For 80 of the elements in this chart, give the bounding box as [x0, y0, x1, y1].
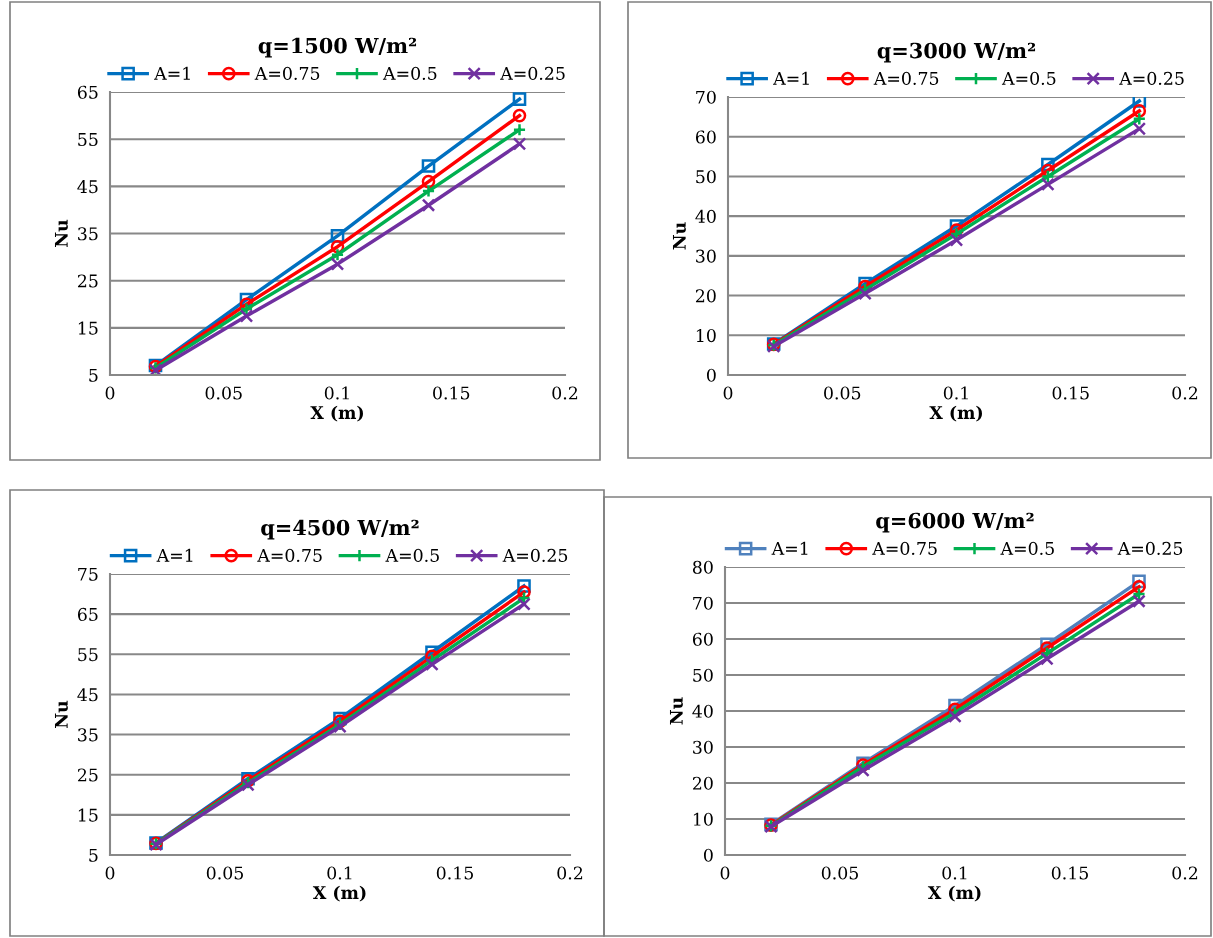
- legend-label: A=0.25: [1119, 71, 1184, 85]
- y-tick-label: 50: [693, 668, 713, 682]
- legend-label: A=1: [771, 541, 808, 555]
- legend-label: A=0.5: [385, 548, 439, 562]
- y-tick-label: 30: [696, 249, 716, 263]
- y-tick-label: 0: [703, 848, 713, 862]
- y-tick-label: 5: [89, 848, 98, 862]
- legend-label: A=1: [154, 66, 190, 80]
- x-tick-label: 0.15: [433, 386, 470, 400]
- legend-label: A=0.5: [1001, 71, 1056, 85]
- x-tick-label: 0.2: [1172, 386, 1198, 400]
- y-tick-label: 45: [77, 180, 98, 194]
- y-tick-label: 45: [77, 688, 98, 702]
- y-axis-title: Nu: [669, 697, 683, 725]
- x-tick-label: 0: [720, 866, 730, 880]
- y-axis-title: Nu: [54, 219, 68, 247]
- y-tick-label: 15: [78, 321, 98, 335]
- y-tick-label: 25: [77, 274, 98, 288]
- y-tick-label: 80: [692, 560, 713, 574]
- x-tick-label: 0: [723, 386, 733, 400]
- y-tick-label: 20: [692, 776, 713, 790]
- legend-label: A=0.25: [502, 548, 568, 562]
- x-tick-label: 0.1: [943, 386, 968, 400]
- x-axis-title: X (m): [312, 885, 366, 902]
- x-tick-label: 0.2: [557, 866, 583, 880]
- x-tick-label: 0.05: [206, 866, 243, 880]
- legend-label: A=0.75: [257, 548, 322, 562]
- y-tick-label: 60: [692, 632, 713, 646]
- x-tick-label: 0.15: [436, 866, 473, 880]
- chart-title: q=1500 W/m²: [258, 37, 417, 58]
- y-tick-label: 35: [78, 227, 98, 241]
- x-axis-title: X (m): [927, 885, 981, 902]
- y-tick-label: 10: [696, 329, 716, 343]
- y-tick-label: 55: [78, 648, 98, 662]
- y-tick-label: 20: [695, 289, 716, 303]
- y-axis-title: Nu: [54, 700, 68, 728]
- x-tick-label: 0.15: [1052, 386, 1089, 400]
- legend-label: A=1: [156, 548, 193, 562]
- y-tick-label: 70: [693, 596, 713, 610]
- y-tick-label: 10: [693, 812, 713, 826]
- legend-label: A=0.75: [873, 71, 939, 85]
- y-tick-label: 65: [77, 607, 98, 621]
- x-tick-label: 0: [105, 866, 115, 880]
- y-tick-label: 15: [78, 808, 98, 822]
- y-tick-label: 55: [78, 133, 98, 147]
- legend-label: A=0.5: [1000, 541, 1054, 555]
- x-tick-label: 0.15: [1051, 866, 1088, 880]
- legend-label: A=0.5: [382, 66, 437, 80]
- x-axis-title: X (m): [929, 405, 982, 422]
- chart-title: q=6000 W/m²: [876, 512, 1034, 533]
- y-tick-label: 70: [696, 90, 716, 104]
- y-tick-label: 40: [692, 704, 713, 718]
- y-tick-label: 50: [696, 170, 716, 184]
- y-tick-label: 25: [77, 768, 98, 782]
- x-tick-label: 0.1: [324, 386, 349, 400]
- y-tick-label: 60: [695, 130, 716, 144]
- y-tick-label: 40: [695, 209, 716, 223]
- x-tick-label: 0.1: [942, 866, 967, 880]
- x-tick-label: 0.05: [824, 386, 861, 400]
- legend-label: A=0.25: [500, 66, 565, 80]
- y-tick-label: 5: [89, 368, 98, 382]
- x-tick-label: 0.2: [1172, 866, 1198, 880]
- legend-label: A=1: [773, 71, 809, 85]
- x-tick-label: 0.05: [205, 386, 242, 400]
- legend-label: A=0.75: [872, 541, 937, 555]
- x-axis-title: X (m): [310, 405, 363, 422]
- y-tick-label: 75: [78, 567, 98, 581]
- y-axis-title: Nu: [672, 222, 686, 250]
- x-tick-label: 0.05: [821, 866, 858, 880]
- x-tick-label: 0.1: [327, 866, 352, 880]
- legend-label: A=0.75: [254, 66, 320, 80]
- x-tick-label: 0.2: [552, 386, 578, 400]
- chart-title: q=4500 W/m²: [261, 519, 419, 540]
- chart-title: q=3000 W/m²: [877, 42, 1036, 63]
- legend-label: A=0.25: [1117, 541, 1183, 555]
- y-tick-label: 30: [693, 740, 713, 754]
- y-tick-label: 0: [706, 368, 716, 382]
- y-tick-label: 65: [77, 85, 98, 99]
- x-tick-label: 0: [105, 386, 115, 400]
- y-tick-label: 35: [78, 728, 98, 742]
